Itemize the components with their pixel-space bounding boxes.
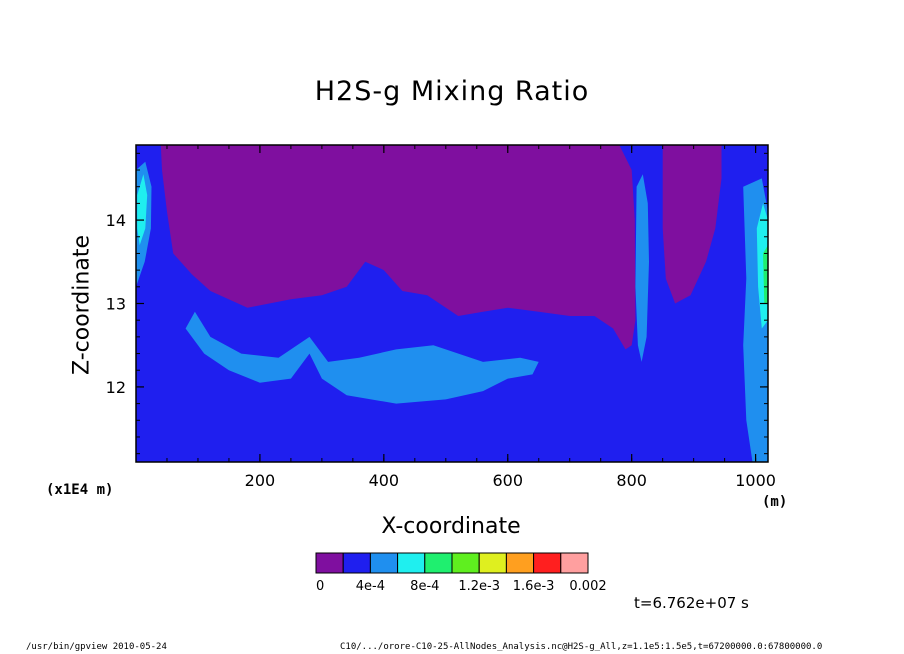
colorbar-cell: [342, 552, 371, 574]
x-tick-label: 200: [245, 471, 276, 490]
colorbar-tick-label: 1.2e-3: [458, 579, 500, 594]
colorbar-cell: [560, 552, 589, 574]
colorbar-cell: [424, 552, 453, 574]
y-tick-label: 13: [106, 295, 126, 314]
colorbar: 0 4e-4 8e-4 1.2e-3 1.6e-3 0.002: [315, 552, 607, 594]
colorbar-cell: [315, 552, 344, 574]
colorbar-cell: [397, 552, 426, 574]
colorbar-tick-label: 4e-4: [356, 579, 385, 594]
x-tick-label: 600: [492, 471, 523, 490]
footer-left: /usr/bin/gpview 2010-05-24: [26, 642, 167, 652]
footer-right: C10/.../orore-C10-25-AllNodes_Analysis.n…: [340, 642, 823, 652]
colorbar-tick-label: 0.002: [569, 579, 606, 594]
region-right-max: [763, 245, 768, 304]
region-upper: [160, 145, 636, 350]
colorbar-cell: [505, 552, 535, 574]
x-tick-label: 400: [369, 471, 400, 490]
region-upper-right: [662, 145, 722, 304]
y-tick-label: 12: [106, 378, 126, 397]
x-axis-label: X-coordinate: [381, 514, 521, 539]
colorbar-cell: [451, 552, 480, 574]
contour-regions: [136, 145, 768, 462]
colorbar-cell: [369, 552, 399, 574]
region-mid-peak: [635, 174, 649, 362]
x-axis-ticks: 200 400 600 800 1000: [166, 145, 776, 490]
x-scale-label: (x1E4 m): [46, 482, 114, 498]
time-label: t=6.762e+07 s: [634, 594, 749, 612]
region-left-core: [137, 174, 148, 246]
colorbar-cell: [533, 552, 562, 574]
x-tick-label: 1000: [735, 471, 776, 490]
colorbar-cell: [478, 552, 507, 574]
x-unit-label: (m): [762, 494, 788, 510]
colorbar-tick-label: 1.6e-3: [513, 579, 555, 594]
chart-title: H2S-g Mixing Ratio: [314, 76, 590, 107]
region-band: [185, 311, 539, 404]
colorbar-tick-label: 8e-4: [410, 579, 439, 594]
colorbar-tick-label: 0: [316, 579, 324, 594]
y-axis-ticks: 12 13 14: [106, 152, 768, 455]
y-tick-label: 14: [106, 211, 126, 230]
x-tick-label: 800: [616, 471, 647, 490]
